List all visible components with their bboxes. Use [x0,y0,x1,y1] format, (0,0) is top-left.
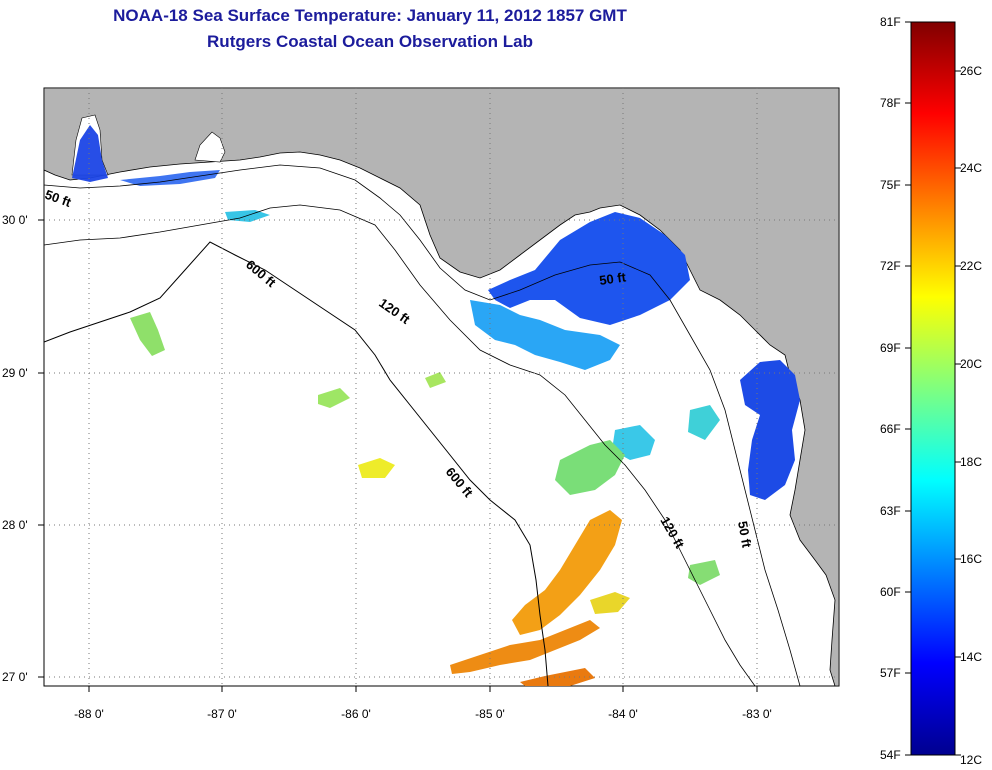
contour-120ft [44,204,756,686]
contour-label-50ft-bigbend: 50 ft [598,269,627,288]
sst-cold-mobile [72,125,108,182]
lon-tick-label: -83 0' [742,707,772,721]
colorbar-f-label: 66F [880,422,901,436]
sst-green-south [688,560,720,585]
colorbar-f-label: 78F [880,96,901,110]
land-mass [44,88,839,686]
sst-green-center [318,388,350,408]
colorbar-f-label: 72F [880,259,901,273]
contour-600ft [44,241,549,686]
colorbar-f-label: 54F [880,748,901,762]
colorbar-c-label: 20C [960,357,982,371]
colorbar-c-label: 12C [960,753,982,767]
colorbar-f-label: 57F [880,666,901,680]
sst-warm-bottom [520,668,595,686]
colorbar-c-label: 24C [960,161,982,175]
sst-warm-main [512,510,622,635]
map-subtitle: Rutgers Coastal Ocean Observation Lab [207,32,533,51]
sst-cyan-big-bend [470,300,620,370]
sst-cyan-east [688,405,720,440]
sst-green-small [425,372,446,388]
colorbar-c-label: 18C [960,455,982,469]
lat-tick-label: 27 0' [2,670,28,684]
colorbar [910,21,956,756]
sst-yellow-south [590,592,630,614]
sst-green-west [130,312,165,356]
sst-cold-big-bend [488,212,690,325]
colorbar-f-label: 81F [880,15,901,29]
lon-tick-label: -87 0' [207,707,237,721]
lon-tick-label: -84 0' [608,707,638,721]
sst-warm-south [450,620,600,674]
lat-tick-label: 28 0' [2,518,28,532]
map-title: NOAA-18 Sea Surface Temperature: January… [113,6,627,25]
colorbar-c-label: 26C [960,64,982,78]
lon-tick-label: -88 0' [74,707,104,721]
colorbar-c-label: 16C [960,552,982,566]
lon-tick-label: -85 0' [475,707,505,721]
sst-yellow-center [358,458,395,478]
sst-green-shelf [555,440,625,495]
colorbar-f-label: 69F [880,341,901,355]
colorbar-c-label: 22C [960,259,982,273]
colorbar-f-label: 63F [880,504,901,518]
sst-cold-tampa [740,360,800,500]
sst-cold-nearshore [120,170,220,186]
colorbar-f-label: 60F [880,585,901,599]
colorbar-c-label: 14C [960,650,982,664]
lat-tick-label: 30 0' [2,213,28,227]
lat-tick-label: 29 0' [2,366,28,380]
contour-50ft [44,164,801,686]
lon-tick-label: -86 0' [341,707,371,721]
colorbar-f-label: 75F [880,178,901,192]
pensacola-bay [194,131,226,163]
contour-label-50ft-south: 50 ft [735,520,755,550]
